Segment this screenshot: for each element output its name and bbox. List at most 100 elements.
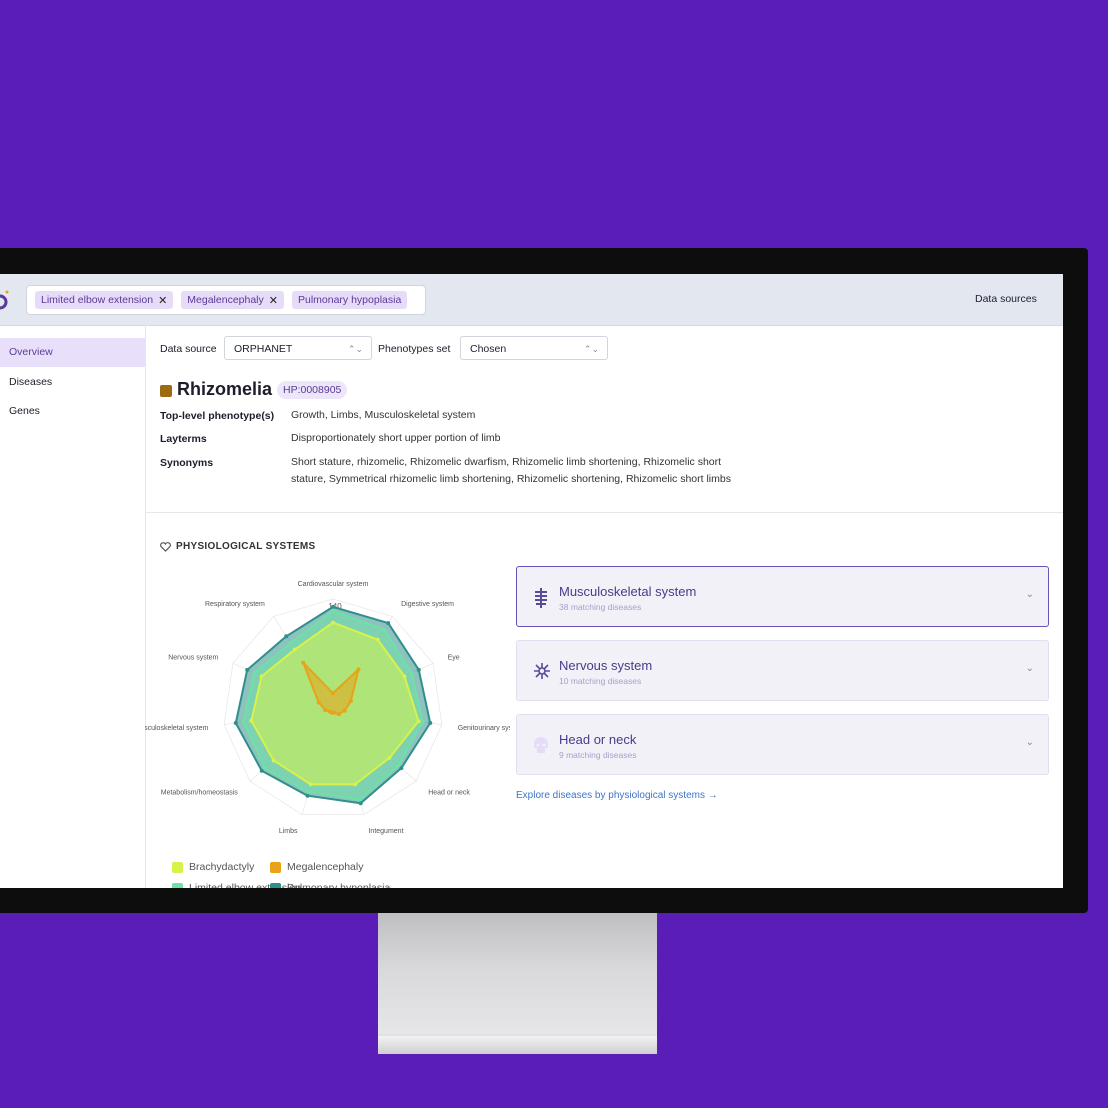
- legend-label: Brachydactyly: [189, 861, 255, 873]
- axis-label: Integument: [368, 828, 403, 835]
- data-sources-link[interactable]: Data sources: [975, 293, 1037, 305]
- radar-point: [331, 604, 335, 609]
- radar-point: [245, 667, 250, 672]
- filter-label: Data source: [160, 343, 217, 355]
- screen: Limited elbow extension ✕ Megalencephaly ✕ P…: [0, 274, 1063, 888]
- section-title: PHYSIOLOGICAL SYSTEMS: [176, 541, 316, 552]
- radar-point: [375, 637, 380, 642]
- radar-point: [271, 758, 276, 763]
- logo: [0, 290, 9, 310]
- radar-point: [387, 755, 392, 760]
- skeleton-icon: [535, 588, 547, 608]
- axis-label: Musculoskeletal system: [145, 725, 208, 732]
- chip-remove[interactable]: ✕: [268, 294, 278, 307]
- chip[interactable]: Pulmonary hypoplasia: [291, 291, 408, 309]
- radar-point: [233, 720, 238, 725]
- legend-swatch: [270, 882, 281, 888]
- radar-point: [409, 671, 414, 676]
- legend-label: Pulmonary hypoplasia: [287, 882, 391, 888]
- radar-point: [336, 712, 341, 717]
- axis-label: Digestive system: [401, 601, 454, 608]
- axis-label: Respiratory system: [205, 601, 265, 608]
- radar-point: [396, 763, 401, 768]
- radar-point: [358, 801, 363, 806]
- system-card[interactable]: Nervous system 10 matching diseases ⌄: [516, 640, 1049, 701]
- header: Limited elbow extension ✕ Megalencephaly ✕ P…: [0, 274, 1063, 326]
- radar-point: [381, 627, 386, 632]
- radar-point: [292, 647, 297, 652]
- divider: [145, 512, 1063, 513]
- radar-point: [357, 797, 362, 802]
- chip-label: Pulmonary hypoplasia: [297, 294, 402, 306]
- sidebar-item[interactable]: Overview: [0, 338, 145, 367]
- radar-point: [386, 621, 391, 626]
- radar-point: [323, 708, 328, 713]
- sidebar-item[interactable]: Diseases: [9, 375, 53, 388]
- neuron-icon: [534, 663, 550, 679]
- radar-point: [252, 671, 257, 676]
- select[interactable]: Chosen ⌃⌄: [460, 336, 608, 360]
- radar-point: [420, 719, 425, 724]
- legend-item[interactable]: Megalencephaly: [270, 861, 363, 873]
- legend-item[interactable]: Pulmonary hypoplasia: [270, 882, 390, 888]
- legend-swatch: [172, 861, 183, 873]
- radar-point: [259, 768, 264, 773]
- filter-label: Phenotypes set: [378, 343, 451, 355]
- radar-point: [328, 709, 333, 714]
- select-value: ORPHANET: [234, 343, 293, 355]
- radar-point: [288, 640, 293, 645]
- radar-point: [331, 691, 335, 696]
- chevron: ⌄: [1025, 737, 1034, 748]
- row-value: Short stature, rhizomelic, Rhizomelic dw…: [291, 456, 731, 485]
- radar-point: [348, 698, 353, 703]
- legend-swatch: [270, 861, 281, 873]
- sidebar: Overview Diseases Genes: [0, 325, 146, 888]
- legend-item[interactable]: Brachydactyly: [172, 861, 254, 873]
- system-card[interactable]: Musculoskeletal system 38 matching diseas…: [516, 566, 1049, 627]
- axis-label: Metabolism/homeostasis: [161, 790, 239, 797]
- system-count: 38 matching diseases: [559, 602, 642, 612]
- radar-point: [308, 782, 313, 787]
- axis-label: Head or neck: [428, 790, 470, 797]
- chip-input[interactable]: Limited elbow extension ✕ Megalencephaly ✕ P…: [26, 285, 426, 315]
- system-count: 10 matching diseases: [559, 676, 642, 686]
- axis-label: Eye: [448, 655, 460, 662]
- system-card[interactable]: Head or neck 9 matching diseases ⌄: [516, 714, 1049, 775]
- radar-point: [331, 620, 335, 625]
- axis-label: Genitourinary system: [458, 725, 510, 732]
- chip-remove[interactable]: ✕: [158, 294, 168, 307]
- phenotype-id: HP:0008905: [277, 381, 348, 399]
- chip[interactable]: Megalencephaly ✕: [181, 291, 284, 309]
- monitor-stand-foot: [378, 1036, 657, 1054]
- radar-point: [342, 708, 347, 713]
- radar-point: [305, 793, 310, 798]
- system-name: Nervous system: [559, 658, 653, 673]
- row-value: Disproportionately short upper portion o…: [291, 432, 501, 444]
- phenotype-title: Rhizomelia: [177, 379, 273, 399]
- radar-point: [402, 674, 407, 679]
- radar-point: [353, 782, 358, 787]
- axis-label: Cardiovascular system: [298, 581, 369, 588]
- legend-item[interactable]: Limited elbow extension: [172, 882, 301, 888]
- radar-point: [428, 720, 433, 725]
- explore-link[interactable]: Explore diseases by physiological system…: [516, 790, 718, 801]
- system-name: Head or neck: [559, 732, 637, 747]
- caret: ⌃⌄: [583, 344, 599, 354]
- select[interactable]: ORPHANET ⌃⌄: [224, 336, 372, 360]
- radar-point: [416, 667, 421, 672]
- select-value: Chosen: [470, 343, 507, 355]
- legend-label: Limited elbow extension: [189, 882, 302, 888]
- radar-point: [416, 719, 421, 724]
- row-label: Synonyms: [160, 457, 214, 469]
- radar-point: [249, 718, 254, 723]
- chip-label: Megalencephaly: [187, 294, 264, 306]
- grid-line: [223, 598, 443, 815]
- chip-label: Limited elbow extension: [41, 294, 154, 306]
- legend-swatch: [172, 882, 183, 888]
- sidebar-item[interactable]: Genes: [9, 405, 40, 417]
- heart-icon: [160, 542, 171, 552]
- chip[interactable]: Limited elbow extension ✕: [35, 291, 174, 309]
- radar-point: [301, 660, 306, 665]
- radar-point: [399, 766, 404, 771]
